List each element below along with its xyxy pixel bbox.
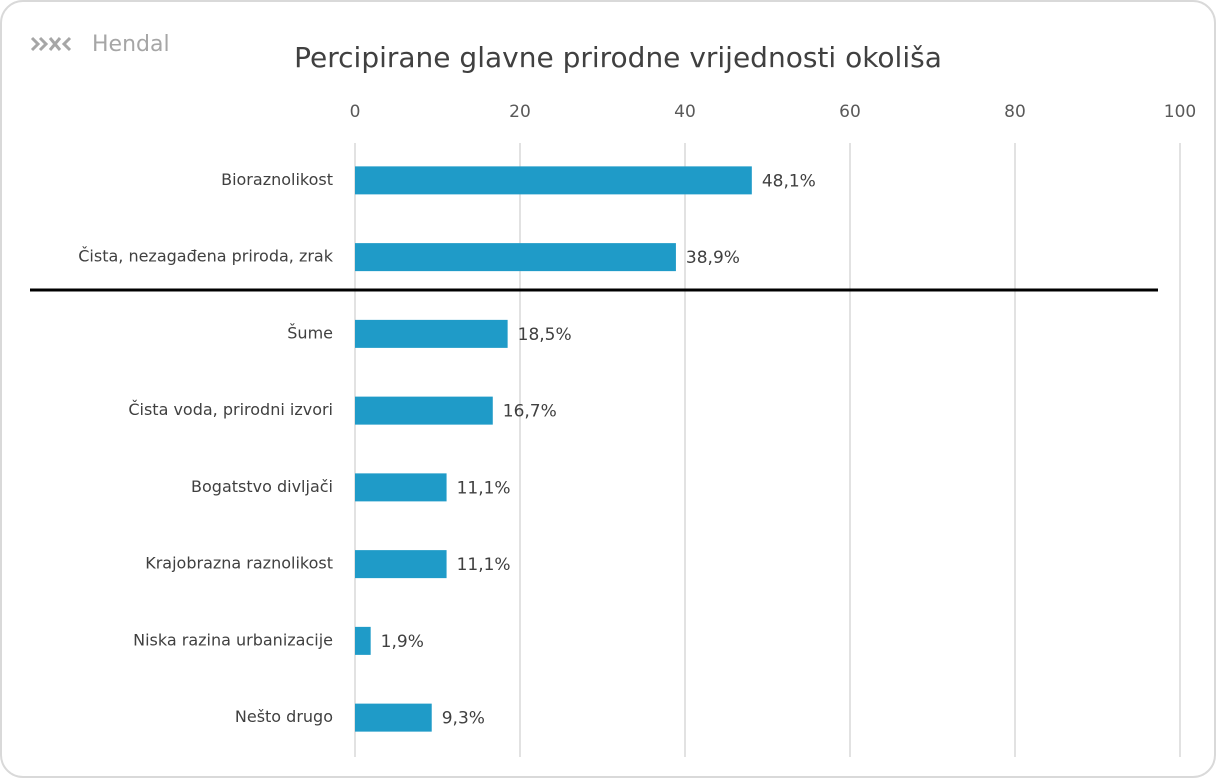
- bar: [355, 243, 676, 272]
- x-tick-label: 100: [1164, 102, 1196, 122]
- y-tick-label: Krajobrazna raznolikost: [145, 554, 333, 573]
- x-tick-label: 60: [839, 102, 861, 122]
- value-label: 11,1%: [457, 478, 511, 498]
- y-tick-label: Niska razina urbanizacije: [133, 630, 333, 649]
- bar: [355, 550, 447, 579]
- value-label: 11,1%: [457, 555, 511, 575]
- y-tick-label: Čista voda, prirodni izvori: [128, 400, 333, 419]
- x-tick-label: 0: [350, 102, 361, 122]
- x-tick-label: 20: [509, 102, 531, 122]
- value-label: 38,9%: [686, 248, 740, 268]
- brand: Hendal: [92, 32, 170, 57]
- y-tick-label: Šume: [287, 323, 333, 342]
- y-tick-label: Nešto drugo: [235, 707, 333, 726]
- bar: [355, 166, 752, 195]
- chart-title: Percipirane glavne prirodne vrijednosti …: [294, 41, 942, 74]
- logo-icon: [30, 36, 72, 52]
- y-tick-label: Bogatstvo divljači: [191, 477, 333, 496]
- bar: [355, 703, 432, 732]
- y-tick-label: Čista, nezagađena priroda, zrak: [78, 247, 333, 266]
- value-label: 1,9%: [381, 632, 424, 652]
- bar: [355, 396, 493, 425]
- value-label: 48,1%: [762, 171, 816, 191]
- x-tick-label: 40: [674, 102, 696, 122]
- x-tick-label: 80: [1004, 102, 1026, 122]
- y-tick-label: Bioraznolikost: [221, 170, 333, 189]
- value-label: 9,3%: [442, 709, 485, 729]
- value-label: 16,7%: [503, 402, 557, 422]
- bar: [355, 626, 371, 655]
- bar: [355, 473, 447, 502]
- value-label: 18,5%: [518, 325, 572, 345]
- bar: [355, 319, 508, 348]
